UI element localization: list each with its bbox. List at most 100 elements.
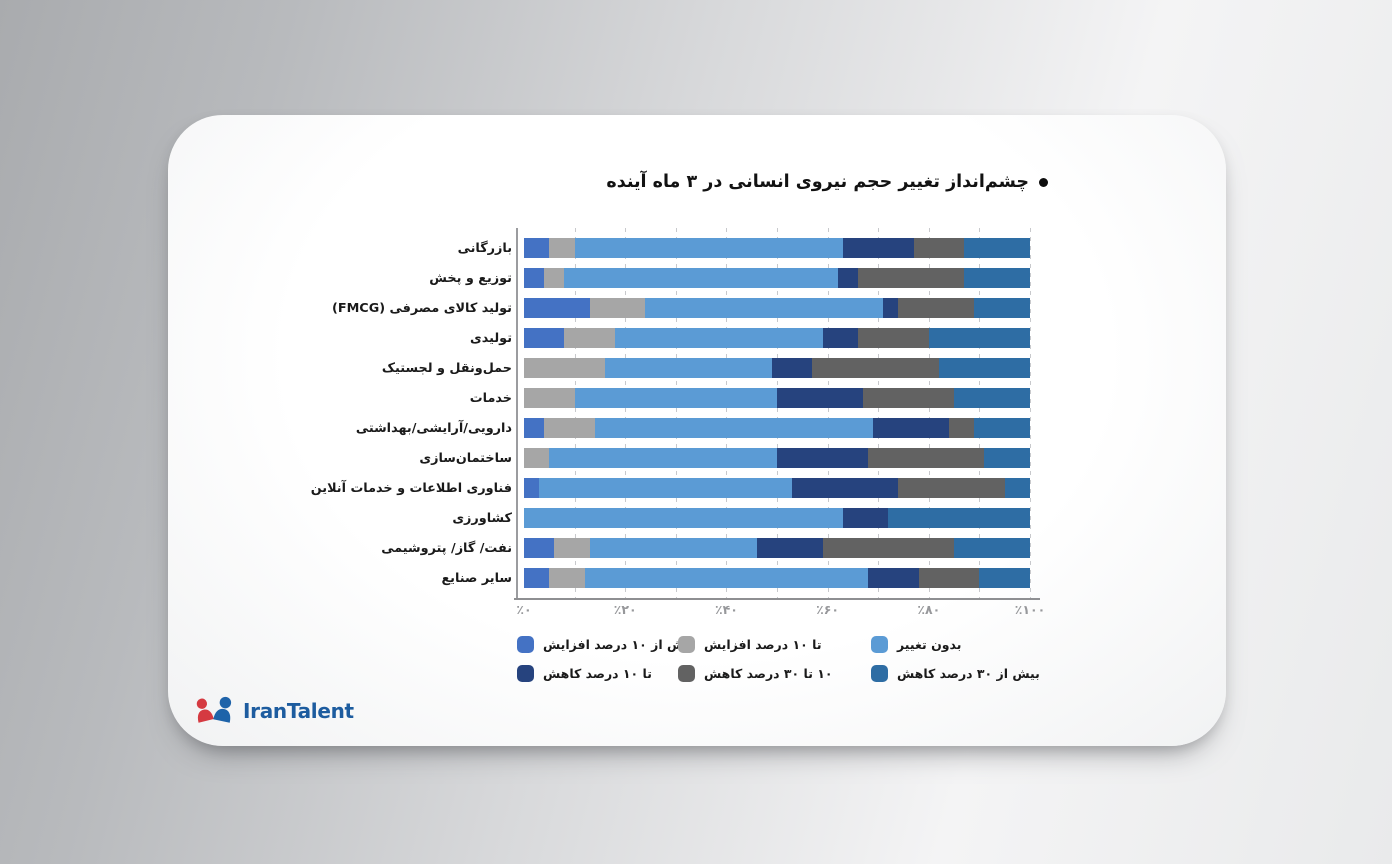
bar-segment bbox=[822, 538, 955, 558]
x-tick-label: ٪۰ bbox=[516, 602, 532, 617]
stacked-bar bbox=[524, 508, 1030, 528]
bar-segment bbox=[979, 568, 1030, 588]
bar-segment bbox=[771, 358, 813, 378]
chart-row: حمل‌ونقل و لجستیک bbox=[168, 353, 1226, 383]
x-axis-line bbox=[514, 598, 1040, 600]
gridline bbox=[726, 228, 728, 599]
gridline bbox=[675, 228, 677, 599]
legend-item: تا ۱۰ درصد افزایش bbox=[678, 636, 822, 653]
gridline bbox=[827, 228, 829, 599]
bar-segment bbox=[594, 418, 874, 438]
chart-row: سایر صنایع bbox=[168, 563, 1226, 593]
stacked-bar bbox=[524, 268, 1030, 288]
x-tick-label: ٪۲۰ bbox=[613, 602, 637, 617]
legend-item: بیش از ۳۰ درصد کاهش bbox=[871, 665, 1040, 682]
chart-row: خدمات bbox=[168, 383, 1226, 413]
legend-label: بدون تغییر bbox=[897, 637, 962, 652]
stacked-bar bbox=[524, 298, 1030, 318]
category-label: نفت/ گاز/ پتروشیمی bbox=[381, 540, 512, 556]
category-label: تولیدی bbox=[470, 330, 512, 346]
bar-segment bbox=[549, 238, 575, 258]
gridline bbox=[878, 228, 880, 599]
legend: بیش از ۱۰ درصد افزایش تا ۱۰ درصد افزایش بد… bbox=[517, 636, 1217, 694]
x-tick-label: ٪۴۰ bbox=[714, 602, 738, 617]
bar-segment bbox=[776, 388, 863, 408]
legend-row: بیش از ۱۰ درصد افزایش تا ۱۰ درصد افزایش بد… bbox=[517, 636, 1217, 665]
gridline bbox=[574, 228, 576, 599]
bar-segment bbox=[868, 568, 919, 588]
legend-swatch bbox=[678, 636, 695, 653]
gridline bbox=[979, 228, 981, 599]
legend-swatch bbox=[517, 665, 534, 682]
gridline bbox=[928, 228, 930, 599]
bar-segment bbox=[842, 238, 914, 258]
chart-row: تولید کالای مصرفی (FMCG) bbox=[168, 293, 1226, 323]
bar-segment bbox=[564, 328, 616, 348]
bar-segment bbox=[524, 268, 545, 288]
chart-row: کشاورزی bbox=[168, 503, 1226, 533]
category-label: سایر صنایع bbox=[441, 570, 512, 586]
legend-swatch bbox=[871, 636, 888, 653]
bar-segment bbox=[524, 568, 550, 588]
bar-segment bbox=[524, 328, 565, 348]
legend-swatch bbox=[517, 636, 534, 653]
bar-segment bbox=[756, 538, 823, 558]
legend-item: ۱۰ تا ۳۰ درصد کاهش bbox=[678, 665, 833, 682]
bar-segment bbox=[842, 508, 889, 528]
bar-segment bbox=[822, 328, 858, 348]
bar-segment bbox=[928, 328, 1030, 348]
bar-segment bbox=[589, 298, 646, 318]
legend-label: ۱۰ تا ۳۰ درصد کاهش bbox=[704, 666, 833, 681]
category-label: توزیع و پخش bbox=[429, 270, 512, 286]
bar-segment bbox=[984, 448, 1030, 468]
bar-rows: بازرگانی توزیع و پخش تولید کالای مصرفی (FM… bbox=[168, 233, 1226, 593]
bar-segment bbox=[964, 268, 1030, 288]
legend-item: بیش از ۱۰ درصد افزایش bbox=[517, 636, 694, 653]
bar-segment bbox=[873, 418, 950, 438]
chart-row: تولیدی bbox=[168, 323, 1226, 353]
gridline bbox=[625, 228, 627, 599]
bar-segment bbox=[1004, 478, 1030, 498]
stacked-bar bbox=[524, 568, 1030, 588]
infographic-card: چشم‌انداز تغییر حجم نیروی انسانی در ۳ ما… bbox=[168, 115, 1226, 746]
bar-segment bbox=[918, 568, 980, 588]
title-bullet-icon bbox=[1039, 177, 1048, 187]
bar-segment bbox=[949, 418, 975, 438]
bar-segment bbox=[954, 538, 1030, 558]
gridlines-layer bbox=[524, 228, 1031, 599]
bar-segment bbox=[524, 388, 575, 408]
bar-segment bbox=[574, 388, 777, 408]
bar-segment bbox=[524, 538, 555, 558]
bar-segment bbox=[524, 448, 550, 468]
bar-segment bbox=[954, 388, 1030, 408]
bar-segment bbox=[863, 388, 955, 408]
bar-segment bbox=[857, 268, 965, 288]
category-label: حمل‌ونقل و لجستیک bbox=[381, 360, 512, 376]
x-tick-label: ٪۱۰۰ bbox=[1014, 602, 1046, 617]
bar-segment bbox=[549, 448, 777, 468]
bar-segment bbox=[524, 298, 590, 318]
stacked-bar bbox=[524, 238, 1030, 258]
chart-header: چشم‌انداز تغییر حجم نیروی انسانی در ۳ ما… bbox=[606, 172, 1048, 192]
x-axis-ticks: ٪۰ ٪۲۰ ٪۴۰ ٪۶۰ ٪۸۰ ٪۱۰۰ bbox=[168, 602, 1226, 622]
x-tick-label: ٪۸۰ bbox=[917, 602, 941, 617]
chart-row: ساختمان‌سازی bbox=[168, 443, 1226, 473]
bar-segment bbox=[524, 358, 605, 378]
legend-swatch bbox=[678, 665, 695, 682]
bar-segment bbox=[974, 298, 1030, 318]
bar-segment bbox=[524, 418, 545, 438]
bar-segment bbox=[645, 298, 884, 318]
bar-segment bbox=[524, 238, 550, 258]
legend-item: تا ۱۰ درصد کاهش bbox=[517, 665, 652, 682]
bar-segment bbox=[857, 328, 929, 348]
plot-area: بازرگانی توزیع و پخش تولید کالای مصرفی (FM… bbox=[168, 228, 1226, 601]
bar-segment bbox=[615, 328, 823, 348]
chart-row: فناوری اطلاعات و خدمات آنلاین bbox=[168, 473, 1226, 503]
bar-segment bbox=[574, 238, 843, 258]
chart-row: بازرگانی bbox=[168, 233, 1226, 263]
bar-segment bbox=[589, 538, 757, 558]
legend-row: تا ۱۰ درصد کاهش ۱۰ تا ۳۰ درصد کاهش بیش از … bbox=[517, 665, 1217, 694]
chart-row: توزیع و پخش bbox=[168, 263, 1226, 293]
bar-segment bbox=[812, 358, 939, 378]
stacked-bar bbox=[524, 418, 1030, 438]
